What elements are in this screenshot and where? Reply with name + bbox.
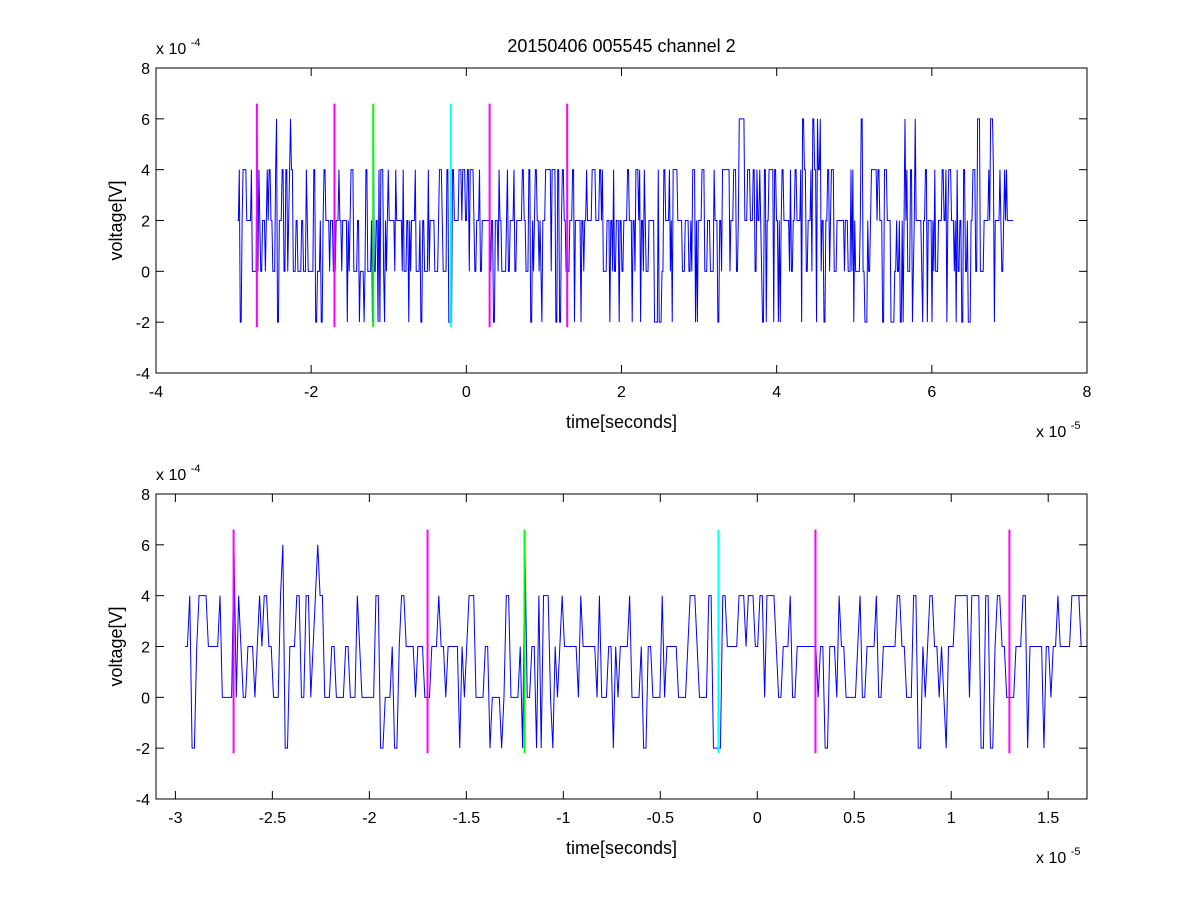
x-tick-label: 8 <box>1083 384 1092 401</box>
y-tick-label: 4 <box>141 163 150 180</box>
y-tick-label: 4 <box>141 589 150 606</box>
y-tick-label: -2 <box>136 315 150 332</box>
y-tick-label: 2 <box>141 214 150 231</box>
y-tick-label: 6 <box>141 112 150 129</box>
y-axis-label: voltage[V] <box>106 606 126 686</box>
x-tick-label: -2.5 <box>259 810 287 827</box>
x-exponent-label: x 10 -5 <box>1036 846 1080 867</box>
bottom-plot: -3 -2.5 -2 -1.5 -1 -0.5 0 0.5 1 1.5 -4 -2 0 2 4 6 8 time[… <box>106 463 1088 867</box>
x-tick-label: -1.5 <box>453 810 481 827</box>
x-exponent-label: x 10 -5 <box>1036 420 1080 441</box>
x-tick-label: -2 <box>304 384 318 401</box>
y-tick-label: 0 <box>141 690 150 707</box>
y-tick-label: -4 <box>136 792 150 809</box>
x-tick-label: -0.5 <box>647 810 675 827</box>
x-axis-label: time[seconds] <box>566 838 677 858</box>
x-tick-label: 0.5 <box>843 810 865 827</box>
x-tick-label: 0 <box>462 384 471 401</box>
signal-trace <box>185 544 1086 749</box>
x-tick-label: -4 <box>149 384 163 401</box>
x-tick-label: 1 <box>947 810 956 827</box>
y-exponent-label: x 10 -4 <box>156 463 200 484</box>
chart-title: 20150406 005545 channel 2 <box>507 36 735 56</box>
y-tick-label: 8 <box>141 487 150 504</box>
x-axis-label: time[seconds] <box>566 412 677 432</box>
y-tick-label: 0 <box>141 264 150 281</box>
x-tick-label: -1 <box>556 810 570 827</box>
y-exponent-label: x 10 -4 <box>156 37 200 58</box>
x-tick-label: -2 <box>362 810 376 827</box>
signal-trace <box>237 118 1013 323</box>
y-tick-label: 2 <box>141 640 150 657</box>
x-tick-label: 6 <box>927 384 936 401</box>
top-plot: -4 -2 0 2 4 6 8 -4 -2 0 2 4 6 8 time[seconds] voltage[V… <box>106 36 1092 441</box>
x-tick-label: 0 <box>753 810 762 827</box>
x-tick-label: 2 <box>617 384 626 401</box>
y-tick-label: 8 <box>141 61 150 78</box>
x-tick-label: -3 <box>168 810 182 827</box>
y-tick-label: 6 <box>141 538 150 555</box>
x-tick-label: 4 <box>772 384 781 401</box>
y-axis-label: voltage[V] <box>106 180 126 260</box>
x-tick-label: 1.5 <box>1037 810 1059 827</box>
y-tick-label: -2 <box>136 741 150 758</box>
y-tick-label: -4 <box>136 366 150 383</box>
